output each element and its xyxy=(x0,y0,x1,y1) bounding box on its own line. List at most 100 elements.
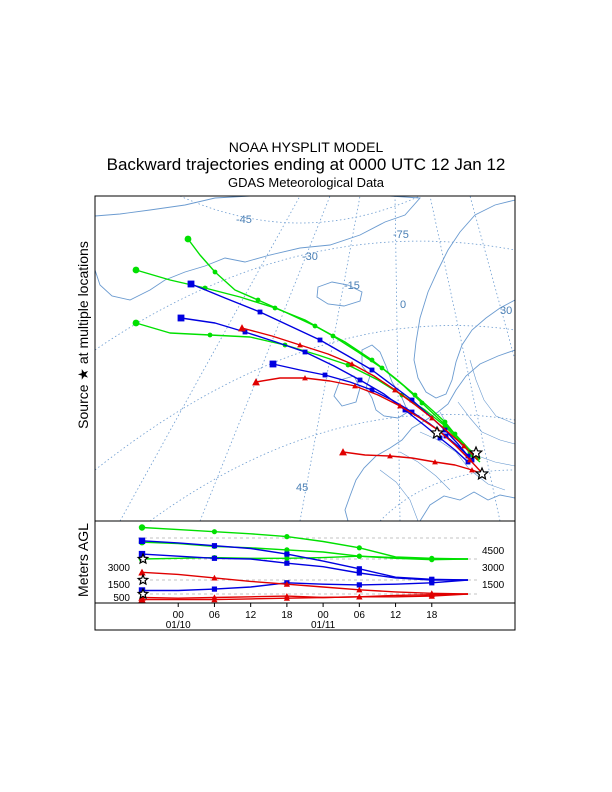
x-tick-label: 18 xyxy=(426,610,438,621)
height-series-point xyxy=(283,581,290,587)
map-trajectory-point xyxy=(432,459,438,465)
map-trajectory-point xyxy=(352,383,358,389)
height-series-point xyxy=(211,574,218,581)
height-series-endpoint xyxy=(138,537,146,544)
graticule-label-5: 0 xyxy=(400,299,406,311)
map-trajectories xyxy=(132,235,490,481)
map-trajectory-point xyxy=(357,377,363,383)
map-trajectory-point xyxy=(442,423,448,429)
x-date-label: 01/11 xyxy=(311,620,336,631)
height-series-line xyxy=(141,571,469,595)
map-trajectory-line xyxy=(135,322,481,463)
map-trajectory-point xyxy=(177,314,185,322)
height-series-point xyxy=(284,551,290,557)
map-trajectory-point xyxy=(369,387,375,393)
britain-coast xyxy=(361,344,409,419)
height-series-point xyxy=(284,560,290,566)
map-trajectory-point xyxy=(269,360,277,368)
graticule-label-1: -45 xyxy=(236,214,252,226)
map-trajectory-point xyxy=(387,453,393,459)
x-tick-label: 18 xyxy=(281,610,293,621)
map-trajectory-point xyxy=(317,337,323,343)
graticule-label-3: -15 xyxy=(344,280,360,292)
map-source-star xyxy=(429,425,445,440)
height-trajectories xyxy=(136,524,469,603)
map-trajectory-point xyxy=(238,324,246,332)
map-trajectory-point xyxy=(132,266,140,274)
map-trajectory-point xyxy=(212,269,218,275)
x-tick-label: 12 xyxy=(390,610,402,621)
right-level-3000: 3000 xyxy=(482,563,505,574)
map-trajectory-line xyxy=(135,269,479,459)
mediterranean-coast xyxy=(419,491,515,521)
map-trajectory-point xyxy=(467,457,473,463)
height-series-point xyxy=(356,545,362,551)
height-series-point xyxy=(356,570,362,576)
greenland-coast xyxy=(95,196,421,301)
map-trajectory-point xyxy=(255,297,261,303)
chart-title: NOAA HYSPLIT MODEL xyxy=(228,139,384,155)
map-trajectory-point xyxy=(469,467,475,473)
chart-subtitle: Backward trajectories ending at 0000 UTC… xyxy=(106,155,506,174)
map-trajectory-point xyxy=(187,280,195,288)
map-trajectory-point xyxy=(257,309,263,315)
height-ylabel: Meters AGL xyxy=(75,523,91,597)
map-trajectory-point xyxy=(272,305,278,311)
iceland-coast xyxy=(316,281,363,307)
map-trajectory-point xyxy=(132,319,140,327)
map-trajectory-point xyxy=(419,400,425,406)
height-series-point xyxy=(356,566,362,572)
map-trajectory-point xyxy=(409,409,415,415)
map-side-label: Source ★ at multiple locations xyxy=(75,241,91,429)
height-series-point xyxy=(283,595,290,601)
x-tick-label: 00 xyxy=(173,610,185,621)
scandinavia-coast xyxy=(413,199,515,399)
height-series-point xyxy=(356,593,363,600)
height-series-point xyxy=(429,577,435,583)
graticule-label-6: 30 xyxy=(500,305,512,317)
height-series-point xyxy=(211,596,218,603)
graticule-label-7: 45 xyxy=(296,482,308,494)
graticule-label-4: -75 xyxy=(393,229,409,241)
height-series-line xyxy=(142,579,469,592)
time-axis-frame xyxy=(94,602,516,631)
map-trajectory-point xyxy=(322,372,328,378)
map-trajectory-point xyxy=(429,415,435,421)
europe-coast xyxy=(344,349,515,521)
height-series-point xyxy=(356,582,362,588)
left-level-1500: 1500 xyxy=(108,580,131,591)
graticule-label-2: -30 xyxy=(302,251,318,263)
map-trajectory-point xyxy=(184,235,192,243)
map-trajectory-point xyxy=(443,433,449,439)
map-source-star xyxy=(468,445,484,460)
height-series-point xyxy=(284,555,290,561)
map-trajectory-point xyxy=(302,375,308,381)
map-trajectory-point xyxy=(302,349,308,355)
map-trajectory-point xyxy=(349,361,355,367)
right-level-4500: 4500 xyxy=(482,546,505,557)
height-series-line xyxy=(141,540,469,581)
map-source-star xyxy=(474,466,490,481)
map-trajectory-point xyxy=(369,367,375,373)
map-trajectory-line xyxy=(342,451,484,475)
left-level-3000: 3000 xyxy=(108,563,131,574)
height-source-star xyxy=(136,573,150,586)
height-series-point xyxy=(356,553,362,559)
height-series-endpoint xyxy=(138,550,146,558)
map-trajectory-point xyxy=(207,332,213,338)
height-series-point xyxy=(211,529,218,535)
height-source-star xyxy=(136,587,150,600)
height-series-line xyxy=(141,553,468,581)
map-trajectory-point xyxy=(252,378,260,386)
map-trajectory-point xyxy=(392,387,398,393)
map-trajectory-point xyxy=(379,365,385,371)
height-series-endpoint xyxy=(138,568,146,576)
height-series-point xyxy=(284,547,290,553)
height-series-point xyxy=(211,543,218,549)
map-trajectory-point xyxy=(469,457,475,463)
map-trajectory-line xyxy=(241,327,479,461)
height-series-endpoint xyxy=(138,524,146,531)
height-source-star xyxy=(136,552,150,565)
map-trajectory-point xyxy=(409,397,415,403)
